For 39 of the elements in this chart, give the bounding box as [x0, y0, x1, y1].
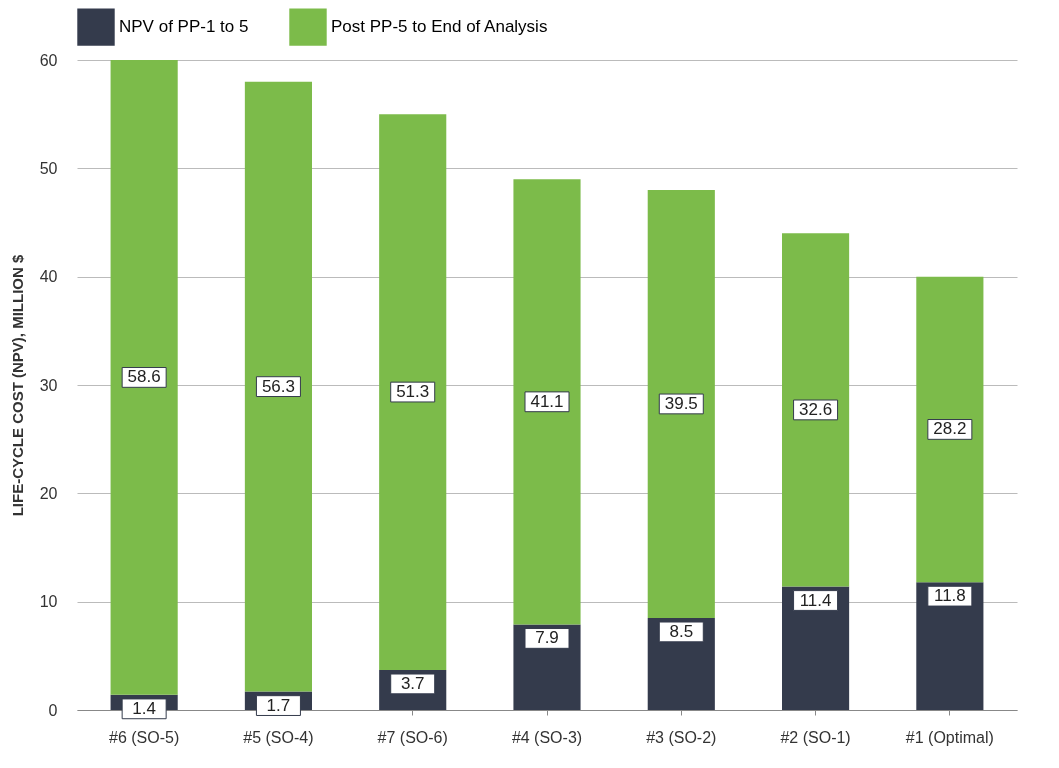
data-label: 11.8 [933, 586, 966, 606]
legend-label: Post PP-5 to End of Analysis [331, 17, 548, 37]
legend-label: NPV of PP-1 to 5 [119, 17, 249, 37]
data-label: 1.7 [266, 695, 291, 715]
y-tick-label: 60 [39, 51, 58, 69]
bar [916, 276, 984, 583]
y-axis-title: LIFE-CYCLE COST (NPV), MILLION $ [8, 254, 26, 517]
data-label: 3.7 [400, 673, 425, 693]
x-tick-label: #3 (SO-2) [646, 728, 717, 746]
y-tick-label: 0 [48, 701, 58, 719]
bar [110, 60, 178, 695]
bar [244, 81, 312, 692]
y-tick-label: 50 [39, 159, 58, 177]
data-label: 11.4 [799, 590, 832, 610]
data-label: 8.5 [669, 621, 694, 641]
data-label: 7.9 [535, 628, 559, 648]
x-tick-label: #5 (SO-4) [243, 728, 314, 746]
bar [782, 586, 850, 710]
data-label: 51.3 [396, 382, 430, 402]
data-label: 58.6 [127, 367, 161, 387]
bar [379, 114, 447, 670]
x-tick-label: #7 (SO-6) [377, 728, 448, 746]
bar [513, 179, 581, 625]
y-tick-label: 40 [39, 268, 58, 286]
y-tick-label: 20 [39, 484, 58, 502]
data-label: 28.2 [933, 419, 967, 439]
y-tick-label: 30 [39, 376, 58, 394]
data-label: 1.4 [132, 698, 156, 718]
data-label: 41.1 [530, 391, 564, 411]
x-tick-label: #1 (Optimal) [905, 728, 994, 746]
bar [647, 190, 715, 618]
x-tick-label: #6 (SO-5) [109, 728, 180, 746]
data-label: 32.6 [799, 399, 833, 419]
bar [782, 233, 850, 587]
x-tick-label: #2 (SO-1) [780, 728, 851, 746]
data-label: 39.5 [664, 393, 698, 413]
data-label: 56.3 [261, 376, 295, 396]
y-tick-label: 10 [39, 593, 58, 611]
x-tick-label: #4 (SO-3) [511, 728, 583, 746]
